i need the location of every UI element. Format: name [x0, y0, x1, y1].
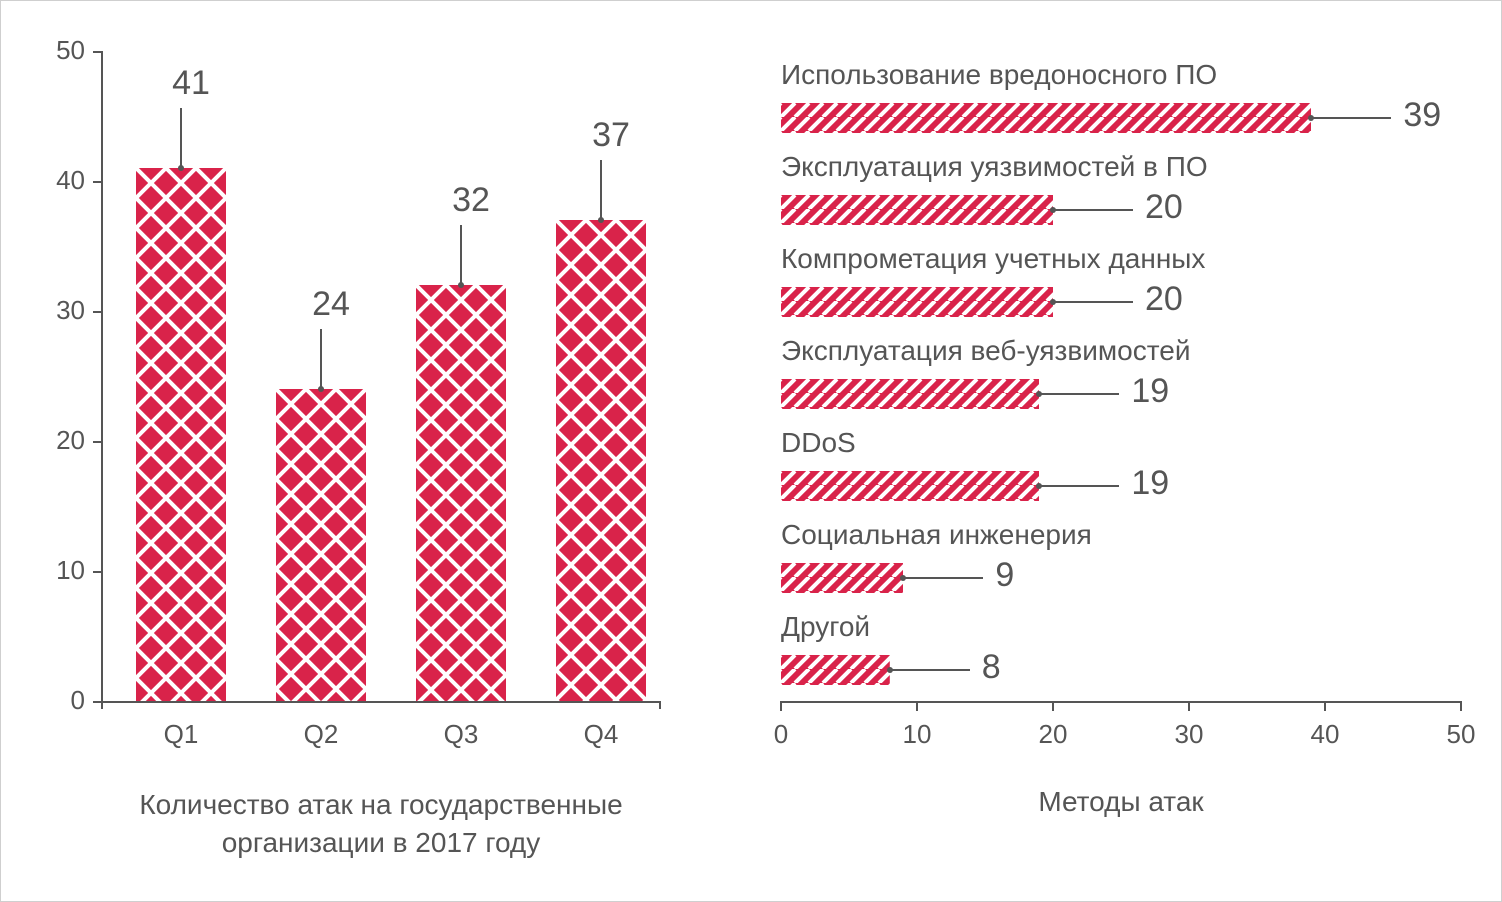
- left-chart-y-tick-label: 30: [56, 295, 85, 326]
- right-chart-x-tick-label: 40: [1305, 719, 1345, 750]
- left-chart-category-label: Q3: [421, 719, 501, 750]
- [object SVGAnimatedString]: [276, 389, 366, 701]
- right-chart-x-tick-label: 30: [1169, 719, 1209, 750]
- right-chart-value-label: 19: [1131, 372, 1169, 411]
- callout-line: [460, 225, 462, 285]
- right-chart-x-tick: [1052, 701, 1054, 711]
- left-chart-y-tick: [93, 701, 101, 703]
- right-chart-bar: [781, 287, 1053, 317]
- right-chart-bar: [781, 195, 1053, 225]
- left-chart-y-tick-label: 0: [71, 685, 85, 716]
- left-chart-y-tick: [93, 441, 101, 443]
- left-chart-value-label: 24: [291, 285, 371, 324]
- right-chart-x-tick-label: 50: [1441, 719, 1481, 750]
- right-chart-bar: [781, 471, 1039, 501]
- left-chart-y-tick: [93, 51, 101, 53]
- right-chart-value-label: 20: [1145, 188, 1183, 227]
- callout-line: [1053, 209, 1133, 211]
- callout-line: [1039, 393, 1119, 395]
- left-chart-category-label: Q2: [281, 719, 361, 750]
- right-chart-x-tick: [1188, 701, 1190, 711]
- [object SVGAnimatedString]: [781, 195, 1053, 225]
- [object SVGAnimatedString]: [781, 655, 890, 685]
- callout-line: [1311, 117, 1391, 119]
- left-chart-y-tick-label: 10: [56, 555, 85, 586]
- right-chart-x-tick: [916, 701, 918, 711]
- right-chart-x-tick: [780, 701, 782, 711]
- [object SVGAnimatedString]: [781, 471, 1039, 501]
- left-chart-value-label: 41: [151, 64, 231, 103]
- right-chart-category-label: DDoS: [781, 427, 856, 459]
- right-chart-category-label: Эксплуатация уязвимостей в ПО: [781, 151, 1208, 183]
- right-chart-x-tick: [1460, 701, 1462, 711]
- left-chart-bar: [556, 220, 646, 701]
- left-chart-category-label: Q1: [141, 719, 221, 750]
- callout-line: [320, 329, 322, 389]
- left-chart-y-tick-label: 40: [56, 165, 85, 196]
- left-chart-bar: [416, 285, 506, 701]
- right-chart-bar: [781, 655, 890, 685]
- left-chart-y-tick-label: 50: [56, 35, 85, 66]
- callout-line: [600, 160, 602, 220]
- [object SVGAnimatedString]: [781, 287, 1053, 317]
- right-chart-x-tick-label: 20: [1033, 719, 1073, 750]
- right-chart-value-label: 20: [1145, 280, 1183, 319]
- right-chart-category-label: Другой: [781, 611, 870, 643]
- [object SVGAnimatedString]: [781, 103, 1311, 133]
- [object SVGAnimatedString]: [136, 168, 226, 701]
- left-chart-bar: [136, 168, 226, 701]
- right-chart-bar: [781, 103, 1311, 133]
- callout-line: [890, 669, 970, 671]
- callout-line: [903, 577, 983, 579]
- right-chart-category-label: Использование вредоносного ПО: [781, 59, 1217, 91]
- right-chart-bar: [781, 563, 903, 593]
- callout-line: [180, 108, 182, 168]
- left-chart-x-axis: [101, 701, 661, 703]
- right-chart-value-label: 19: [1131, 464, 1169, 503]
- right-chart-bar: [781, 379, 1039, 409]
- right-chart-x-tick-label: 0: [761, 719, 801, 750]
- right-chart-value-label: 39: [1403, 96, 1441, 135]
- right-chart-x-axis: [781, 701, 1461, 703]
- left-chart-y-tick: [93, 571, 101, 573]
- left-chart-bar: [276, 389, 366, 701]
- left-chart-title: Количество атак на государственные орган…: [101, 786, 661, 862]
- callout-line: [1053, 301, 1133, 303]
- [object SVGAnimatedString]: [781, 379, 1039, 409]
- right-chart-category-label: Социальная инженерия: [781, 519, 1092, 551]
- left-chart-value-label: 32: [431, 181, 511, 220]
- axis-line: [659, 701, 661, 709]
- [object SVGAnimatedString]: [781, 563, 903, 593]
- [object SVGAnimatedString]: [416, 285, 506, 701]
- left-chart-y-tick-label: 20: [56, 425, 85, 456]
- right-chart-x-tick: [1324, 701, 1326, 711]
- callout-line: [1039, 485, 1119, 487]
- left-chart-y-tick: [93, 181, 101, 183]
- right-chart-x-tick-label: 10: [897, 719, 937, 750]
- axis-line: [101, 701, 103, 709]
- right-chart-category-label: Компрометация учетных данных: [781, 243, 1205, 275]
- right-chart-value-label: 8: [982, 648, 1001, 687]
- left-chart-category-label: Q4: [561, 719, 641, 750]
- right-chart-value-label: 9: [995, 556, 1014, 595]
- [object SVGAnimatedString]: [556, 220, 646, 701]
- right-chart-category-label: Эксплуатация веб-уязвимостей: [781, 335, 1190, 367]
- left-chart-y-tick: [93, 311, 101, 313]
- right-chart-title: Методы атак: [781, 786, 1461, 818]
- left-chart-y-axis: [101, 51, 103, 701]
- left-chart-value-label: 37: [571, 116, 651, 155]
